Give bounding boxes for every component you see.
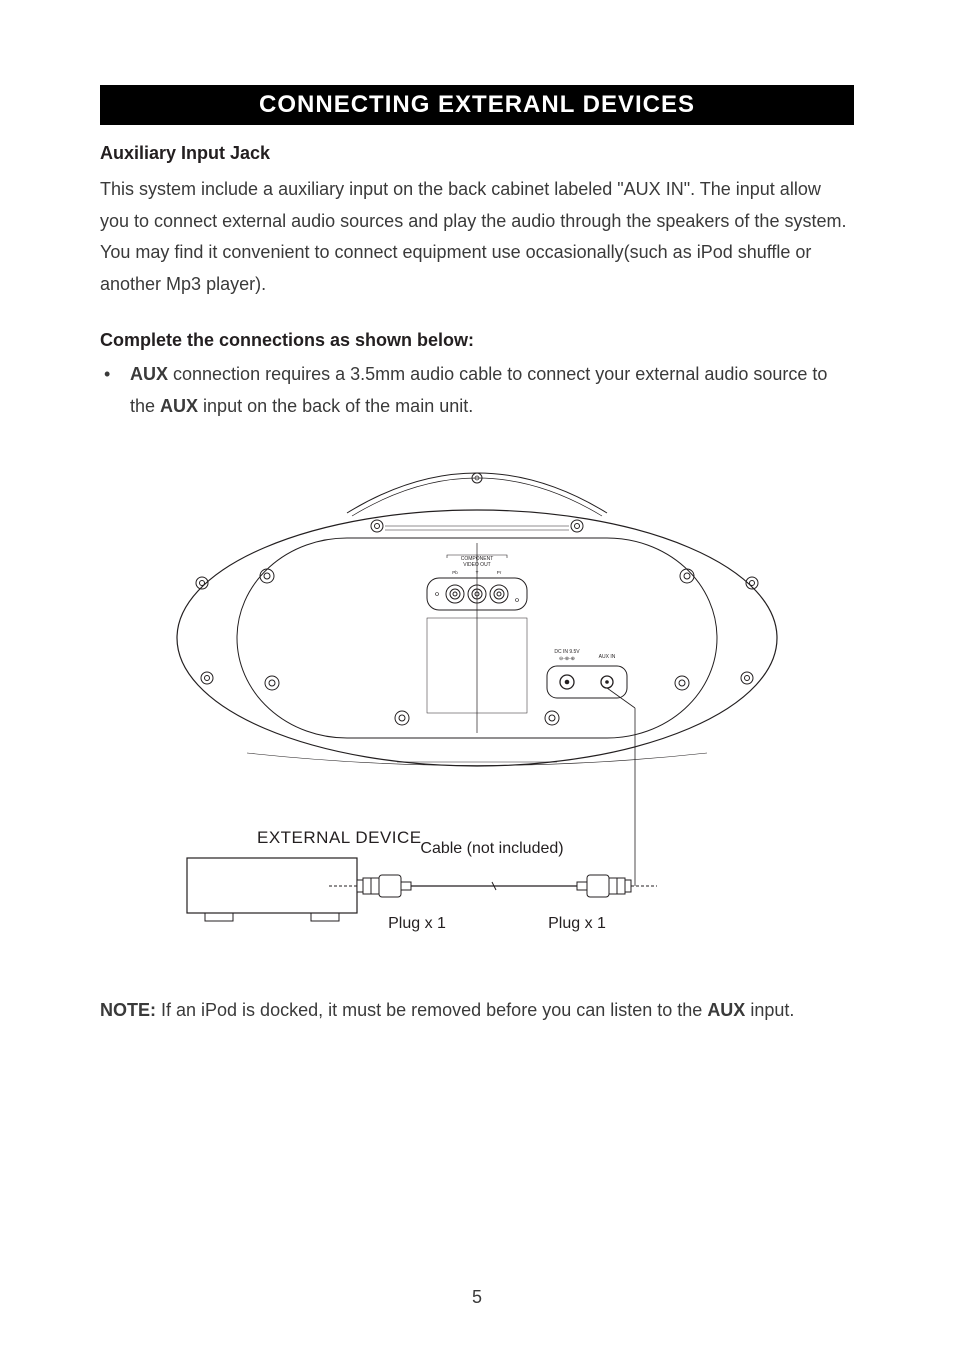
complete-heading: Complete the connections as shown below:	[100, 330, 854, 351]
bullet-text: AUX connection requires a 3.5mm audio ca…	[130, 359, 854, 422]
label-aux-in: AUX IN	[599, 654, 616, 660]
label-plug-right: Plug x 1	[548, 915, 606, 932]
connection-diagram: COMPONENT VIDEO OUT Pb Y Pr DC IN 9.5V ⊖…	[100, 448, 854, 968]
diagram-svg: COMPONENT VIDEO OUT Pb Y Pr DC IN 9.5V ⊖…	[147, 448, 807, 968]
label-dc-in: DC IN 9.5V	[554, 649, 580, 655]
aux-heading: Auxiliary Input Jack	[100, 143, 854, 164]
note-text-a: If an iPod is docked, it must be removed…	[156, 1000, 707, 1020]
bullet-bold-aux1: AUX	[130, 364, 168, 384]
note-text-b: input.	[745, 1000, 794, 1020]
note-bold-aux: AUX	[707, 1000, 745, 1020]
bullet-marker: •	[100, 359, 130, 422]
note-line: NOTE: If an iPod is docked, it must be r…	[100, 1000, 854, 1021]
bullet-bold-aux2: AUX	[160, 396, 198, 416]
label-pb: Pb	[452, 570, 458, 575]
label-y: Y	[475, 570, 478, 575]
label-pr: Pr	[497, 570, 502, 575]
note-label: NOTE:	[100, 1000, 156, 1020]
bullet-item: • AUX connection requires a 3.5mm audio …	[100, 359, 854, 422]
label-cable: Cable (not included)	[420, 840, 563, 857]
section-title-bar: CONNECTING EXTERANL DEVICES	[100, 85, 854, 125]
bullet-end: input on the back of the main unit.	[198, 396, 473, 416]
aux-paragraph: This system include a auxiliary input on…	[100, 174, 854, 300]
label-plug-left: Plug x 1	[388, 915, 446, 932]
label-video-out: VIDEO OUT	[463, 562, 491, 568]
svg-text:⊖-⊛-⊕: ⊖-⊛-⊕	[559, 656, 575, 662]
page-number: 5	[0, 1287, 954, 1308]
label-external-device: EXTERNAL DEVICE	[257, 828, 422, 847]
